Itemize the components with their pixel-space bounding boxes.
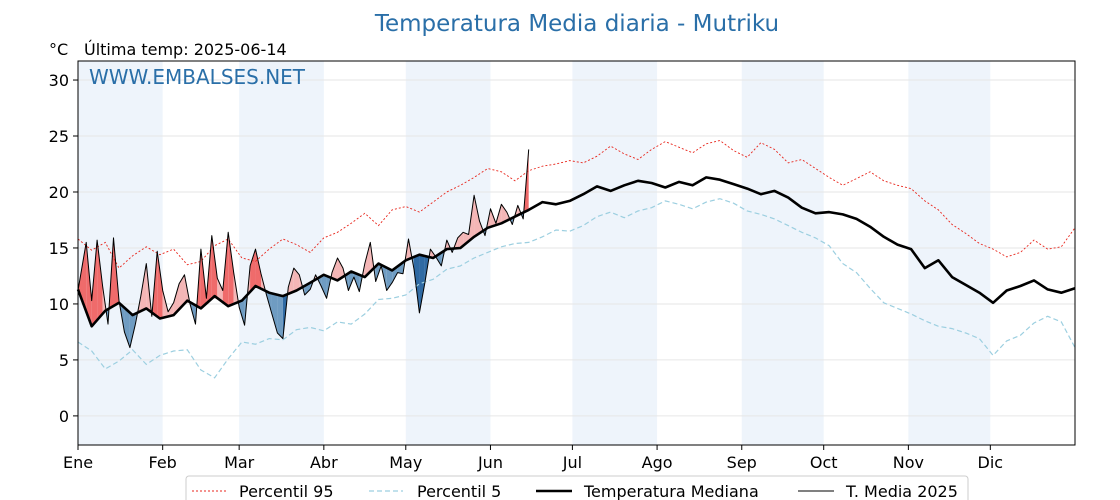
anomaly-fills	[78, 149, 529, 348]
y-tick-label: 20	[49, 183, 69, 202]
anomaly-fill-above	[463, 232, 469, 246]
x-tick-label: Abr	[310, 453, 338, 472]
x-tick-label: Jun	[477, 453, 503, 472]
anomaly-fill-below	[386, 267, 393, 291]
y-tick-label: 25	[49, 127, 69, 146]
anomaly-fill-above	[293, 268, 300, 292]
anomaly-fill-below	[124, 307, 130, 348]
series-line-temperatura-mediana	[76, 176, 1076, 328]
anomaly-fill-below	[271, 293, 278, 334]
anomaly-fill-above	[364, 242, 371, 278]
y-tick-label: 5	[59, 351, 69, 370]
month-bands	[78, 61, 991, 445]
last-temp-label: Última temp: 2025-06-14	[84, 40, 287, 59]
x-tick-label: Feb	[149, 453, 177, 472]
watermark-text: WWW.EMBALSES.NET	[89, 65, 306, 89]
x-tick-label: Mar	[224, 453, 255, 472]
anomaly-fill-above	[157, 251, 163, 318]
month-band-nov	[908, 61, 991, 445]
anomaly-fill-above	[173, 283, 180, 316]
chart-title: Temperatura Media diaria - Mutriku	[374, 11, 779, 37]
anomaly-fill-above	[140, 263, 147, 312]
anomaly-fill-above	[217, 278, 223, 303]
anomaly-fill-above	[211, 235, 218, 299]
anomaly-fill-above	[91, 240, 98, 327]
anomaly-fill-above	[228, 232, 234, 307]
anomaly-fill-above	[97, 240, 103, 321]
month-band-sep	[741, 61, 824, 445]
x-tick-label: Jul	[562, 453, 582, 472]
y-tick-label: 30	[49, 71, 69, 90]
y-axis: 0 5 10 15 20 25 30	[49, 71, 78, 426]
anomaly-fill-above	[474, 195, 480, 237]
anomaly-fill-above	[332, 258, 338, 281]
month-band-mar	[239, 61, 324, 445]
legend-p95-label: Percentil 95	[239, 482, 334, 500]
legend-current-label: T. Media 2025	[845, 482, 958, 500]
x-axis: Ene Feb Mar Abr May Jun Jul Ago Sep Oct Nov Dic	[63, 445, 1003, 472]
anomaly-fill-above	[255, 249, 262, 289]
legend-frame	[185, 475, 969, 500]
x-tick-label: Ago	[642, 453, 673, 472]
anomaly-fill-above	[168, 302, 174, 317]
anomaly-fill-below	[321, 275, 327, 299]
anomaly-fill-above	[250, 249, 256, 292]
legend: Percentil 95 Percentil 5 Temperatura Med…	[185, 475, 969, 500]
anomaly-fill-below	[397, 262, 404, 274]
x-tick-label: Dic	[978, 453, 1004, 472]
unit-label: °C	[49, 40, 68, 59]
legend-median-label: Temperatura Mediana	[583, 482, 759, 500]
month-band-jul	[572, 61, 658, 445]
anomaly-fill-above	[501, 204, 507, 224]
series-line-percentil-95	[77, 140, 1076, 269]
y-tick-label: 10	[49, 295, 69, 314]
anomaly-fill-below	[277, 294, 283, 339]
series-line-t-media-2025	[77, 149, 530, 349]
plot-frame	[77, 60, 1076, 446]
x-tick-label: Ene	[63, 453, 93, 472]
legend-p5-label: Percentil 5	[417, 482, 501, 500]
anomaly-fill-below	[239, 297, 245, 326]
anomaly-fill-above	[457, 232, 464, 249]
anomaly-fill-above	[179, 274, 185, 310]
anomaly-fill-below	[129, 312, 136, 348]
y-tick-label: 15	[49, 239, 69, 258]
y-tick-label: 0	[59, 407, 69, 426]
x-tick-label: Nov	[893, 453, 924, 472]
anomaly-fill-above	[86, 242, 92, 327]
month-band-may	[405, 61, 491, 445]
x-tick-label: Oct	[810, 453, 838, 472]
month-band-ene	[78, 61, 163, 445]
anomaly-fill-above	[337, 258, 343, 281]
x-tick-label: May	[389, 453, 422, 472]
anomaly-fill-below	[419, 254, 425, 313]
x-tick-label: Sep	[727, 453, 757, 472]
series-lines	[76, 140, 1076, 379]
series-line-percentil-5	[77, 198, 1076, 379]
